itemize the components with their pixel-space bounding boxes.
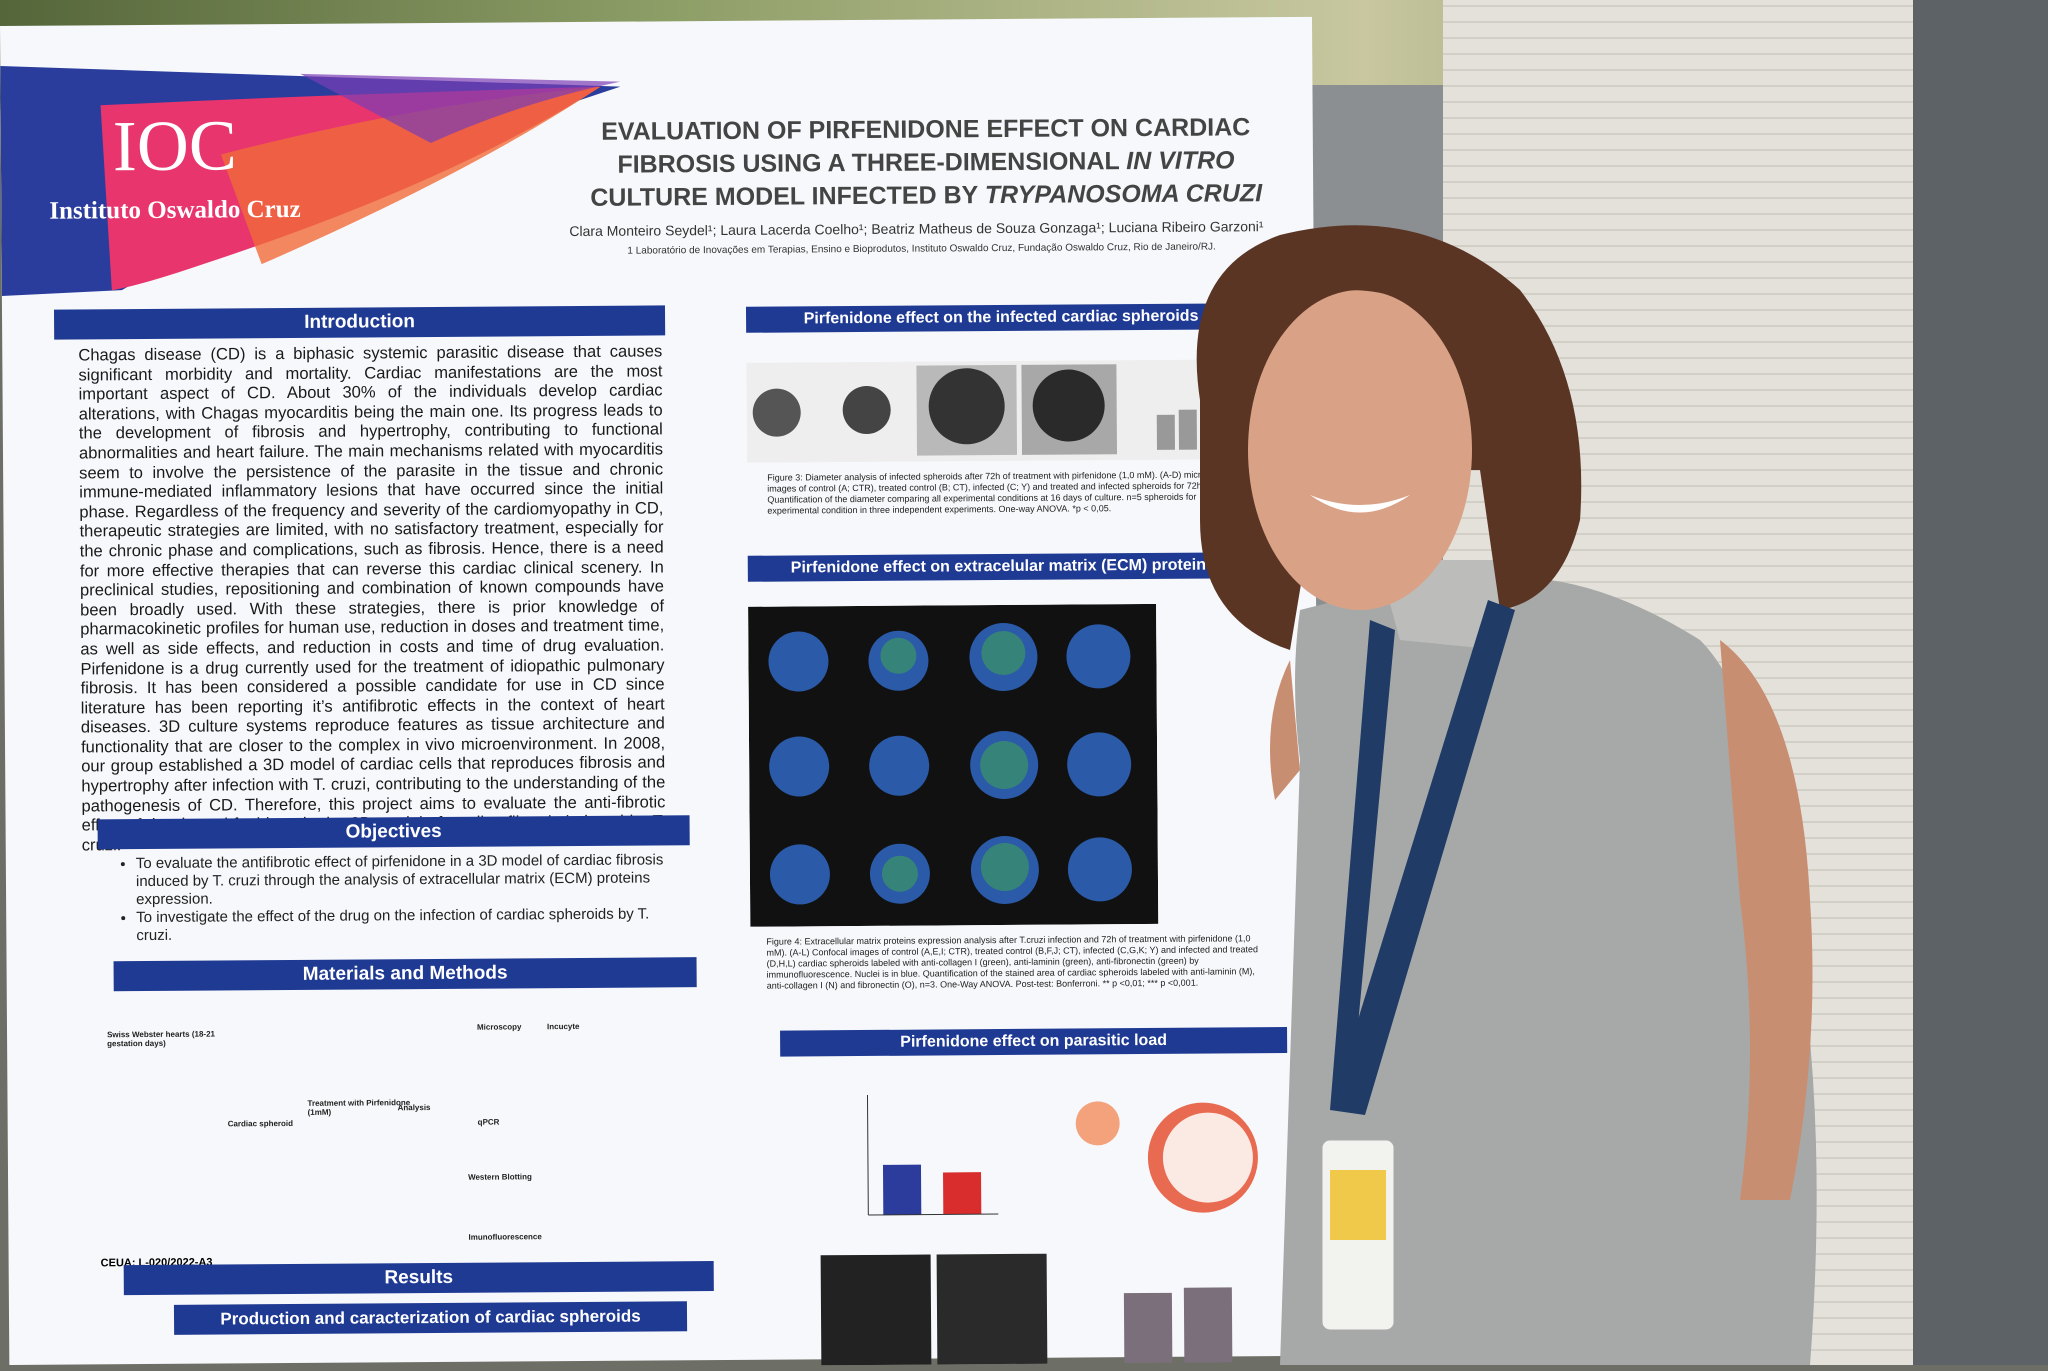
wall-right — [1913, 0, 2048, 1365]
header-swoosh — [0, 65, 621, 296]
poster: IOC Instituto Oswaldo Cruz EVALUATION OF… — [0, 16, 1322, 1366]
confocal-figure — [748, 603, 1159, 927]
figure-3 — [746, 359, 1248, 463]
parasitic-load-figure — [820, 1094, 1258, 1366]
